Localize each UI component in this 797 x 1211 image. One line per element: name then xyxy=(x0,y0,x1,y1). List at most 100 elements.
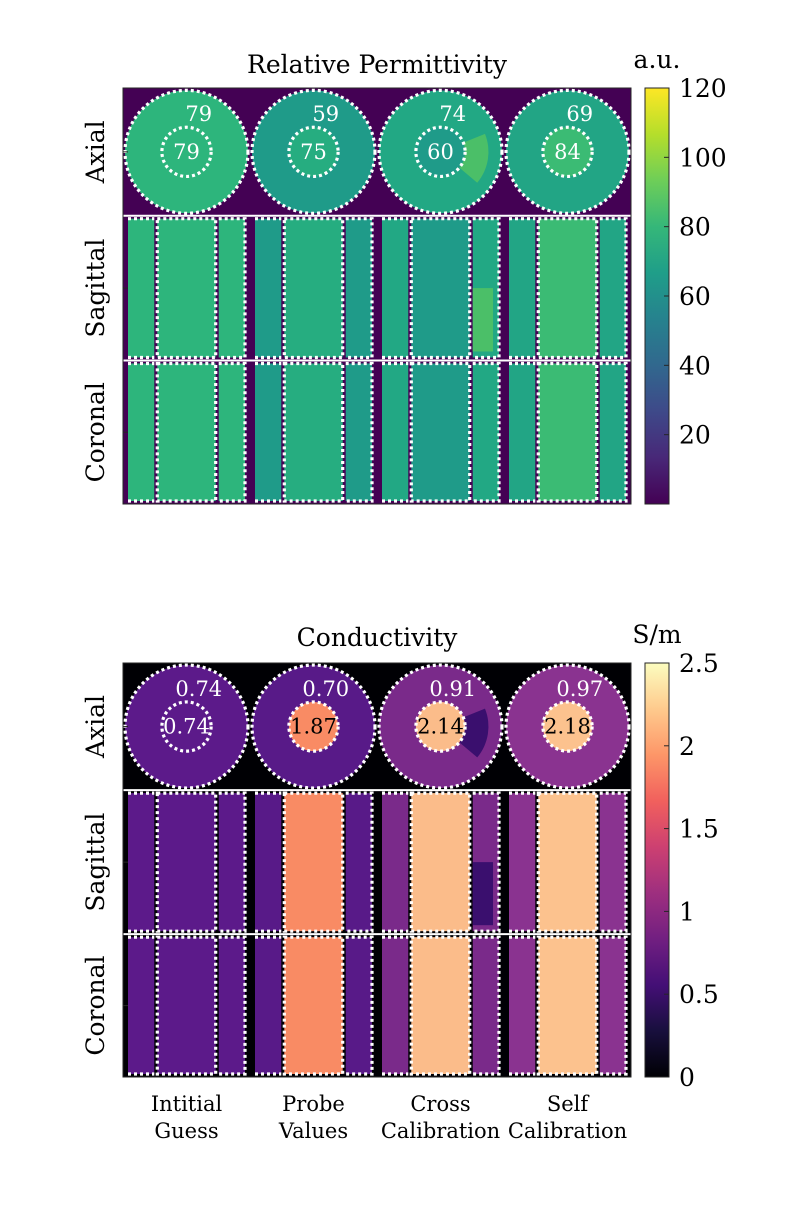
right-slab xyxy=(472,937,499,1074)
permittivity-coronal-1 xyxy=(255,361,374,503)
conductivity-row-label-axial: Axial xyxy=(81,695,110,759)
region-wedge xyxy=(459,708,489,758)
outer-boundary xyxy=(504,88,631,215)
left-slab xyxy=(128,218,155,358)
region-wedge xyxy=(472,862,493,926)
right-slab xyxy=(218,218,245,358)
left-boundary xyxy=(509,935,536,1076)
column-label-line-1: Self xyxy=(547,1092,591,1116)
colorbar-tick-label: 1.5 xyxy=(679,815,719,844)
left-slab xyxy=(509,937,536,1074)
conductivity-row-label-coronal: Coronal xyxy=(81,955,110,1055)
left-slab xyxy=(255,218,282,358)
inner-boundary xyxy=(160,125,213,179)
left-slab xyxy=(255,793,282,932)
colorbar-tick-label: 80 xyxy=(679,213,711,242)
center-boundary xyxy=(282,791,345,933)
column-label-line-2: Guess xyxy=(154,1119,218,1143)
inner-disk xyxy=(542,127,593,177)
right-boundary xyxy=(345,935,374,1076)
conductivity-axial-2: 0.91 2.14 xyxy=(377,663,504,790)
center-slab xyxy=(411,937,470,1074)
conductivity-sagittal-0 xyxy=(128,791,247,933)
right-boundary xyxy=(218,791,247,933)
left-slab xyxy=(509,793,536,932)
colorbar-tick-label: 1 xyxy=(679,897,695,926)
outer-value-label: 79 xyxy=(185,102,212,126)
inner-disk xyxy=(415,701,466,752)
permittivity-coronal-2 xyxy=(382,361,501,503)
right-boundary xyxy=(472,217,501,360)
permittivity-title: Relative Permittivity xyxy=(247,50,508,79)
right-slab xyxy=(472,363,499,501)
permittivity-coronal-3 xyxy=(509,361,628,503)
left-slab xyxy=(509,218,536,358)
permittivity-sagittal-2 xyxy=(382,217,501,360)
colorbar-tick-label: 20 xyxy=(679,421,711,450)
inner-value-label: 1.87 xyxy=(290,715,337,739)
inner-boundary xyxy=(541,700,594,753)
inner-boundary xyxy=(541,125,594,179)
right-boundary xyxy=(218,217,247,360)
conductivity-coronal-0 xyxy=(128,935,247,1076)
left-boundary xyxy=(128,361,155,503)
permittivity-axial-1: 59 75 xyxy=(250,88,377,215)
right-boundary xyxy=(218,361,247,503)
outer-value-label: 0.70 xyxy=(302,677,349,701)
center-slab xyxy=(284,793,343,932)
right-slab xyxy=(345,793,372,932)
center-boundary xyxy=(409,935,472,1076)
right-slab xyxy=(218,363,245,501)
conductivity-sagittal-2 xyxy=(382,791,501,933)
left-boundary xyxy=(128,217,155,360)
conductivity-axial-0: 0.74 0.74 xyxy=(123,663,250,790)
center-boundary xyxy=(409,361,472,503)
region-wedge xyxy=(459,133,489,183)
left-slab xyxy=(509,363,536,501)
center-boundary xyxy=(282,361,345,503)
left-slab xyxy=(255,363,282,501)
column-label-line-2: Calibration xyxy=(381,1119,500,1143)
inner-boundary xyxy=(160,700,213,753)
outer-boundary xyxy=(250,88,377,215)
left-boundary xyxy=(509,361,536,503)
right-boundary xyxy=(345,217,374,360)
left-boundary xyxy=(255,361,282,503)
conductivity-coronal-1 xyxy=(255,935,374,1076)
outer-value-label: 74 xyxy=(439,102,466,126)
center-boundary xyxy=(536,361,599,503)
left-slab xyxy=(128,793,155,932)
left-boundary xyxy=(255,217,282,360)
outer-value-label: 0.74 xyxy=(175,677,222,701)
outer-value-label: 0.97 xyxy=(556,677,603,701)
right-boundary xyxy=(218,935,247,1076)
left-slab xyxy=(128,937,155,1074)
conductivity-coronal-3 xyxy=(509,935,628,1076)
center-slab xyxy=(157,363,216,501)
center-boundary xyxy=(409,791,472,933)
right-boundary xyxy=(472,791,501,933)
center-boundary xyxy=(155,361,218,503)
column-label-line-2: Calibration xyxy=(508,1119,627,1143)
center-slab xyxy=(538,218,597,358)
right-slab xyxy=(345,937,372,1074)
permittivity-row-label-coronal: Coronal xyxy=(81,382,110,482)
permittivity-sagittal-0 xyxy=(128,217,247,360)
left-boundary xyxy=(509,217,536,360)
inner-boundary xyxy=(287,700,340,753)
permittivity-axial-2: 74 60 xyxy=(377,88,504,215)
right-slab xyxy=(599,363,626,501)
inner-boundary xyxy=(414,125,467,179)
center-boundary xyxy=(155,217,218,360)
center-boundary xyxy=(155,791,218,933)
colorbar-unit: S/m xyxy=(632,620,682,649)
right-boundary xyxy=(345,361,374,503)
right-slab xyxy=(218,793,245,932)
inner-value-label: 75 xyxy=(300,140,327,164)
left-boundary xyxy=(255,935,282,1076)
inner-disk xyxy=(288,127,339,177)
column-label-2: Cross Calibration xyxy=(381,1092,500,1143)
colorbar-tick-label: 0.5 xyxy=(679,980,719,1009)
center-boundary xyxy=(536,791,599,933)
